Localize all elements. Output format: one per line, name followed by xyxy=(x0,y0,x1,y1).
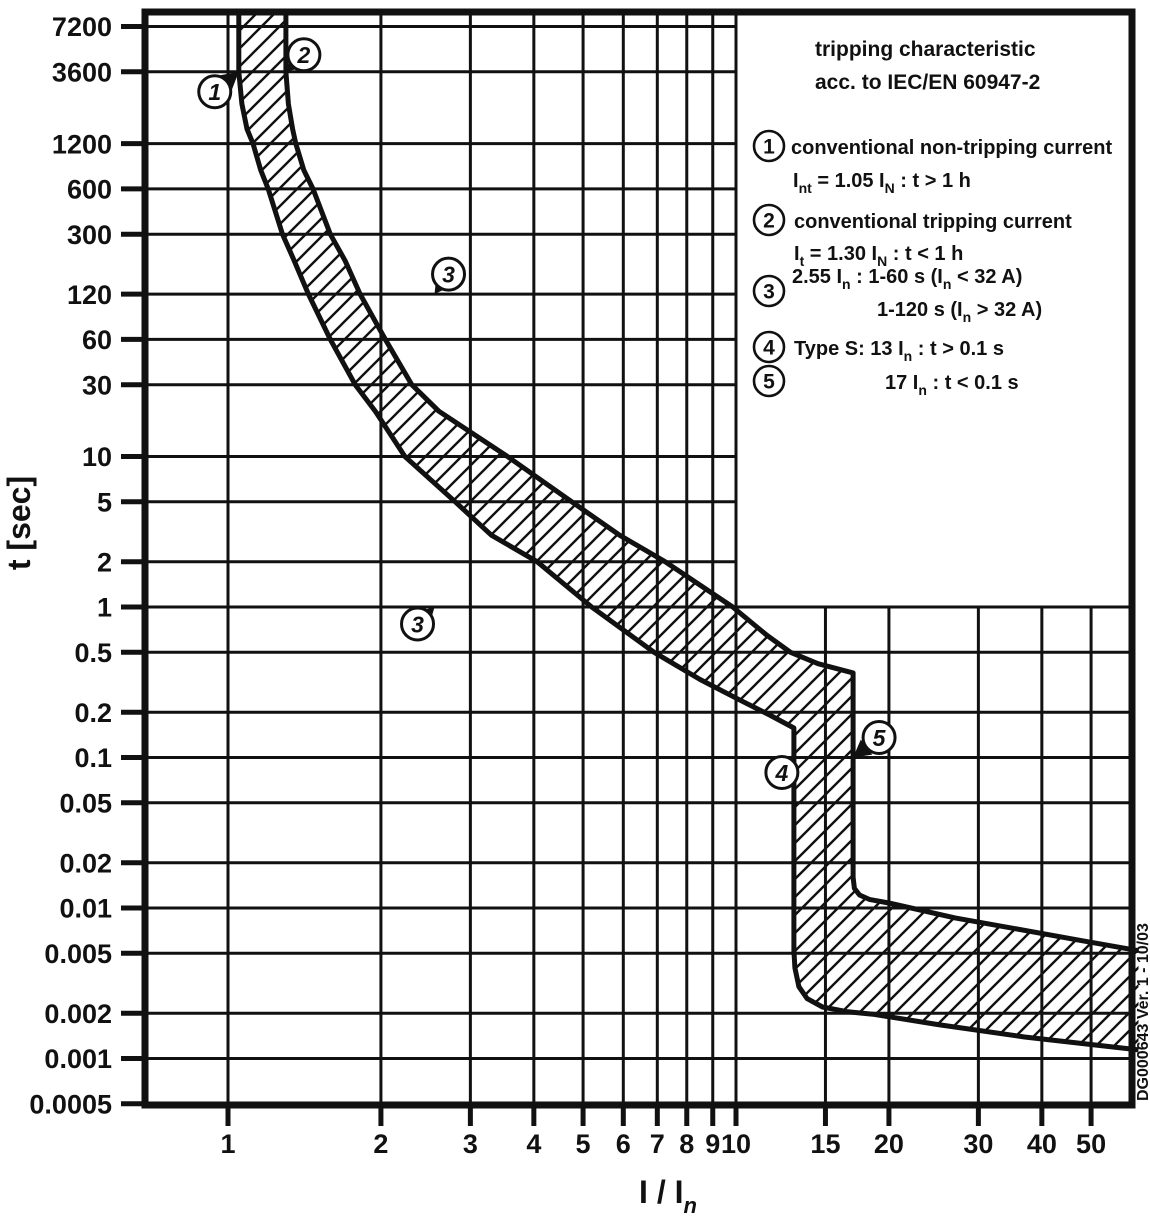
legend-item-1-text-1: Int = 1.05 IN : t > 1 h xyxy=(793,170,971,196)
marker-3-number-3: 3 xyxy=(411,611,424,637)
x-tick-label-40: 40 xyxy=(1027,1129,1057,1159)
marker-2-circle-1 xyxy=(286,37,322,73)
legend-item-1-circle xyxy=(752,129,786,163)
legend-item-2-number: 2 xyxy=(763,210,775,233)
marker-1-circle-0 xyxy=(197,74,233,110)
x-tick-label-5: 5 xyxy=(576,1129,591,1159)
x-tick-label-4: 4 xyxy=(526,1129,541,1159)
y-tick-label-30: 30 xyxy=(82,370,112,400)
legend-item-4-circle xyxy=(752,330,786,364)
legend-item-1-text-0: conventional non-tripping current xyxy=(791,137,1112,159)
x-tick-label-20: 20 xyxy=(874,1129,904,1159)
legend-item-2-circle xyxy=(752,203,786,237)
marker-5-pointer-5 xyxy=(853,739,873,758)
y-tick-label-120: 120 xyxy=(67,280,112,310)
y-tick-label-1: 1 xyxy=(97,593,112,623)
y-axis-title: t [sec] xyxy=(1,476,37,570)
marker-1-pointer-0 xyxy=(219,71,239,90)
marker-1-number-0: 1 xyxy=(208,79,221,105)
legend-item-3-text-0: 2.55 In : 1-60 s (In < 32 A) xyxy=(792,266,1022,292)
x-tick-label-8: 8 xyxy=(679,1129,694,1159)
legend-item-3-number: 3 xyxy=(763,281,775,304)
marker-5-circle-5 xyxy=(861,720,897,755)
y-tick-label-0.01: 0.01 xyxy=(59,894,112,924)
marker-4-number-4: 4 xyxy=(774,760,788,786)
marker-3-circle-2 xyxy=(431,256,467,292)
marker-4-circle-4 xyxy=(764,755,800,790)
legend-item-3-circle xyxy=(752,274,786,308)
x-tick-label-7: 7 xyxy=(650,1129,665,1159)
x-axis-title-text: I / In xyxy=(639,1174,697,1218)
x-tick-label-50: 50 xyxy=(1076,1129,1106,1159)
legend-title-line1: tripping characteristic xyxy=(815,38,1036,61)
legend-item-4-number: 4 xyxy=(763,337,775,360)
y-tick-label-60: 60 xyxy=(82,325,112,355)
marker-3-circle-3 xyxy=(400,606,436,642)
legend-title-line2: acc. to IEC/EN 60947-2 xyxy=(815,71,1040,94)
legend-item-1-number: 1 xyxy=(763,136,775,159)
non-tripping-boundary-curve xyxy=(236,11,1139,1053)
x-tick-label-1: 1 xyxy=(220,1129,235,1159)
x-tick-label-9: 9 xyxy=(705,1129,720,1159)
legend-item-4-text-0: Type S: 13 In : t > 0.1 s xyxy=(794,338,1004,364)
y-tick-label-600: 600 xyxy=(67,175,112,205)
y-tick-label-0.2: 0.2 xyxy=(74,698,112,728)
doc-number-stamp: DG000643 Ver. 1 - 10/03 xyxy=(1135,923,1150,1101)
y-tick-label-7200: 7200 xyxy=(52,12,112,42)
y-tick-label-300: 300 xyxy=(67,220,112,250)
y-tick-label-2: 2 xyxy=(97,547,112,577)
x-tick-label-2: 2 xyxy=(373,1129,388,1159)
legend-item-3-text-1: 1-120 s (In > 32 A) xyxy=(877,299,1042,325)
chart-generated-content: 7200360012006003001206030105210.50.20.10… xyxy=(29,8,1139,1159)
y-tick-label-0.0005: 0.0005 xyxy=(29,1090,112,1120)
x-tick-label-10: 10 xyxy=(721,1129,751,1159)
legend-item-5-number: 5 xyxy=(763,371,775,394)
y-tick-label-5: 5 xyxy=(97,488,112,518)
marker-2-number-1: 2 xyxy=(296,42,310,68)
marker-5-number-5: 5 xyxy=(873,725,887,751)
legend-item-2-text-1: It = 1.30 IN : t < 1 h xyxy=(794,243,963,269)
x-tick-label-15: 15 xyxy=(810,1129,840,1159)
y-tick-label-0.05: 0.05 xyxy=(59,789,112,819)
x-axis-title: I / In xyxy=(639,1174,697,1218)
tripping-band-hatch xyxy=(238,11,1139,1050)
x-tick-label-3: 3 xyxy=(463,1129,478,1159)
legend-item-2-text-0: conventional tripping current xyxy=(794,211,1072,233)
y-tick-label-0.002: 0.002 xyxy=(44,999,112,1029)
x-tick-label-30: 30 xyxy=(963,1129,993,1159)
legend-item-5-text-0: 17 In : t < 0.1 s xyxy=(885,372,1019,398)
marker-3-number-2: 3 xyxy=(442,261,455,287)
y-tick-label-0.005: 0.005 xyxy=(44,939,112,969)
tripping-boundary-curve xyxy=(283,11,1139,954)
legend-item-5-circle xyxy=(752,364,786,398)
y-tick-label-0.1: 0.1 xyxy=(74,743,112,773)
x-tick-label-6: 6 xyxy=(616,1129,631,1159)
y-tick-label-0.02: 0.02 xyxy=(59,848,112,878)
y-tick-label-10: 10 xyxy=(82,442,112,472)
y-tick-label-3600: 3600 xyxy=(52,57,112,87)
y-tick-label-0.001: 0.001 xyxy=(44,1044,112,1074)
plot-frame xyxy=(141,8,1136,1109)
y-tick-label-1200: 1200 xyxy=(52,129,112,159)
y-tick-label-0.5: 0.5 xyxy=(74,638,112,668)
